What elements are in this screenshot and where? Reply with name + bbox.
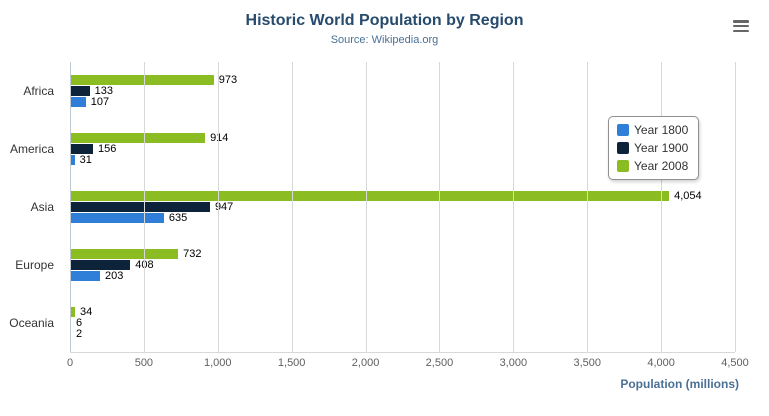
bar-value-label: 6 xyxy=(76,317,83,329)
bar-value-label: 635 xyxy=(168,212,188,224)
bar-line: 107 xyxy=(70,96,735,108)
gridline xyxy=(365,62,367,352)
bar-line: 133 xyxy=(70,85,735,97)
bar-year-1900-asia[interactable] xyxy=(70,202,210,212)
bar-year-2008-africa[interactable] xyxy=(70,75,214,85)
bar-value-label: 34 xyxy=(80,306,93,318)
bar-value-label: 107 xyxy=(90,96,110,108)
x-tick-label: 3,500 xyxy=(573,357,601,369)
bar-value-label: 973 xyxy=(218,74,238,86)
bar-year-1900-africa[interactable] xyxy=(70,86,90,96)
gridline xyxy=(587,62,589,352)
x-tick-label: 2,000 xyxy=(351,357,380,369)
hamburger-menu-icon[interactable] xyxy=(733,20,749,32)
category-label-asia: Asia xyxy=(30,200,54,214)
bar-line: 635 xyxy=(70,212,735,224)
y-axis-labels: Africa America Asia Europe Oceania xyxy=(0,62,62,352)
x-tick-label: 1,500 xyxy=(277,357,306,369)
bar-line: 203 xyxy=(70,270,735,282)
bar-value-label: 4,054 xyxy=(674,190,702,202)
bar-line: 34 xyxy=(70,306,735,318)
bar-line: 156 xyxy=(70,143,735,155)
legend: Year 1800 Year 1900 Year 2008 xyxy=(608,116,700,180)
x-axis-labels: 0 500 1,000 1,500 2,000 2,500 3,000 3,500 4,000 4… xyxy=(66,357,749,371)
x-axis-title: Population (millions) xyxy=(620,377,739,391)
bar-year-1900-europe[interactable] xyxy=(70,260,131,270)
bars-layer: 973133107914156314,054947635732408203346… xyxy=(70,62,735,352)
legend-item-year-1900[interactable]: Year 1900 xyxy=(617,141,688,155)
bar-value-label: 133 xyxy=(94,85,113,97)
bar-line: 4,054 xyxy=(70,190,735,202)
gridline xyxy=(661,62,663,352)
bar-year-2008-america[interactable] xyxy=(70,133,206,143)
bar-year-1900-america[interactable] xyxy=(70,144,94,154)
x-tick-label: 2,500 xyxy=(425,357,454,369)
bar-line: 6 xyxy=(70,317,735,329)
hamburger-bar xyxy=(733,20,749,23)
bar-group-oceania: 34 6 2 xyxy=(70,294,735,352)
gridline xyxy=(439,62,441,352)
chart-subtitle: Source: Wikipedia.org xyxy=(330,34,439,46)
bar-value-label: 156 xyxy=(98,143,117,155)
bar-value-label: 203 xyxy=(104,270,124,282)
bar-year-1800-america[interactable] xyxy=(70,155,75,165)
bar-year-1800-europe[interactable] xyxy=(70,271,100,281)
plot-area: 973133107914156314,054947635732408203346… xyxy=(70,62,736,353)
chart-title: Historic World Population by Region xyxy=(245,12,524,29)
bar-group-europe: 732408203 xyxy=(70,236,735,294)
bar-year-1800-asia[interactable] xyxy=(70,213,164,223)
gridline xyxy=(217,62,219,352)
category-label-oceania: Oceania xyxy=(9,316,54,330)
bar-line: 732 xyxy=(70,248,735,260)
x-tick-label: 4,000 xyxy=(647,357,675,369)
bar-line: 973 xyxy=(70,74,735,86)
category-label-europe: Europe xyxy=(15,258,54,272)
gridline xyxy=(513,62,515,352)
bar-line: 31 xyxy=(70,154,735,166)
x-tick-label: 3,000 xyxy=(499,357,528,369)
x-tick-label: 500 xyxy=(134,357,154,369)
legend-swatch-year-1800 xyxy=(617,124,629,136)
y-axis-line xyxy=(70,62,71,352)
x-tick-label: 1,000 xyxy=(204,357,232,369)
bar-line: 947 xyxy=(70,201,735,213)
gridline xyxy=(143,62,145,352)
x-tick-label: 0 xyxy=(66,357,74,369)
legend-item-year-1800[interactable]: Year 1800 xyxy=(617,123,688,137)
category-label-america: America xyxy=(9,142,54,156)
category-label-africa: Africa xyxy=(23,84,54,98)
bar-value-label: 732 xyxy=(183,248,202,260)
bar-group-africa: 973 133 107 xyxy=(70,62,735,120)
bar-year-1800-africa[interactable] xyxy=(70,97,86,107)
bar-year-2008-europe[interactable] xyxy=(70,249,179,259)
gridline xyxy=(291,62,293,352)
bar-value-label: 31 xyxy=(79,154,92,166)
hamburger-bar xyxy=(733,24,749,28)
bar-value-label: 947 xyxy=(214,201,234,213)
gridline xyxy=(735,62,736,352)
hamburger-bar xyxy=(733,29,749,32)
legend-label: Year 1800 xyxy=(634,123,689,137)
bar-line: 914 xyxy=(70,132,735,144)
bar-line: 408 xyxy=(70,260,735,271)
legend-swatch-year-2008 xyxy=(617,160,629,172)
legend-label: Year 2008 xyxy=(634,159,689,173)
legend-item-year-2008[interactable]: Year 2008 xyxy=(617,159,688,173)
bar-value-label: 2 xyxy=(76,328,83,340)
bar-year-2008-asia[interactable] xyxy=(70,191,670,201)
bar-group-america: 914 156 31 xyxy=(70,120,735,178)
bar-group-asia: 4,054 947 635 xyxy=(70,178,735,236)
bar-year-2008-oceania[interactable] xyxy=(70,307,76,317)
bar-value-label: 914 xyxy=(210,132,229,144)
legend-label: Year 1900 xyxy=(634,141,689,155)
legend-swatch-year-1900 xyxy=(617,142,629,154)
bar-line: 2 xyxy=(70,328,735,340)
x-tick-label: 4,500 xyxy=(721,357,749,369)
